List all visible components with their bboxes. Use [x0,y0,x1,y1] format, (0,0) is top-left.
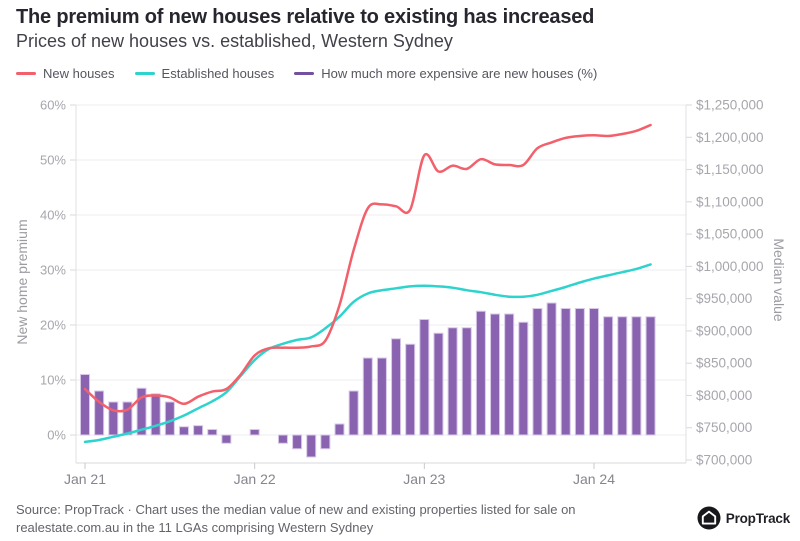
premium-bar [94,390,105,436]
premium-bar [447,327,458,436]
premium-bar [334,423,345,436]
premium-bars [80,302,656,458]
source-note: Source: PropTrack · Chart uses the media… [16,502,576,536]
premium-bar [249,429,260,436]
new-houses-line [83,123,652,413]
premium-bar [419,319,430,436]
premium-bar [617,316,628,436]
proptrack-logo: PropTrack [697,506,790,530]
premium-bar [292,434,303,450]
premium-bar [560,308,571,436]
left-tick-label: 0% [47,428,66,443]
legend-label: New houses [43,66,115,81]
premium-bar [490,313,501,436]
premium-bar [631,316,642,436]
right-tick-label: $1,150,000 [696,162,764,177]
x-tick-label: Jan 24 [573,471,615,487]
legend-item-new-houses: New houses [16,66,115,81]
premium-bar [362,357,373,436]
proptrack-house-icon [697,506,721,530]
premium-bar [546,302,557,436]
legend-item-premium: How much more expensive are new houses (… [294,66,597,81]
x-tick-label: Jan 21 [64,471,106,487]
legend-item-established-houses: Established houses [134,66,275,81]
left-tick-label: 30% [40,263,66,278]
premium-bar [207,429,218,436]
premium-bar [277,434,288,444]
left-tick-label: 10% [40,373,66,388]
right-tick-label: $1,100,000 [696,194,764,209]
premium-bar [306,434,317,458]
premium-bar [461,327,472,436]
premium-bar [80,374,90,436]
right-tick-label: $1,200,000 [696,130,764,145]
premium-bar [532,308,543,436]
premium-bar [475,310,486,436]
established-houses-swatch-icon [134,71,155,76]
legend-label: How much more expensive are new houses (… [321,66,598,81]
x-tick-label: Jan 23 [403,471,445,487]
page-title: The premium of new houses relative to ex… [16,6,595,28]
premium-bar [178,426,189,436]
left-tick-label: 60% [40,98,66,113]
premium-bar [504,313,515,436]
premium-bar [518,321,529,436]
premium-bar [320,434,331,450]
established-houses-line [83,263,652,444]
premium-bar [193,425,204,436]
right-tick-label: $1,000,000 [696,259,764,274]
right-tick-label: $900,000 [696,323,752,338]
right-axis-ticks: $700,000 $750,000 $800,000 $850,000 $900,000… [686,98,764,468]
right-tick-label: $1,250,000 [696,98,764,113]
premium-bar [603,316,614,436]
right-tick-label: $950,000 [696,291,752,306]
premium-bar [221,434,232,444]
premium-bar [164,401,175,436]
right-tick-label: $700,000 [696,453,752,468]
premium-bar [150,393,161,436]
premium-bar [574,308,585,436]
premium-bar [376,357,387,436]
left-tick-label: 50% [40,153,66,168]
right-axis-title: Median value [771,238,787,322]
page-subtitle: Prices of new houses vs. established, We… [16,31,453,51]
right-tick-label: $800,000 [696,388,752,403]
premium-swatch-icon [294,71,315,76]
premium-bar [136,387,147,436]
premium-bar [122,401,133,436]
premium-bar [589,308,599,436]
left-tick-label: 40% [40,208,66,223]
new-houses-swatch-icon [16,71,36,76]
legend: New houses Established houses How much m… [16,66,597,81]
premium-bar [108,401,119,436]
proptrack-logo-text: PropTrack [725,510,790,526]
premium-bar [391,338,402,436]
x-axis-ticks: Jan 21 Jan 22 Jan 23 Jan 24 [64,463,615,487]
premium-bar [433,332,444,436]
premium-bar [348,390,359,436]
right-tick-label: $850,000 [696,356,752,371]
right-tick-label: $1,050,000 [696,227,764,242]
left-tick-label: 20% [40,318,66,333]
x-tick-label: Jan 22 [234,471,276,487]
right-tick-label: $750,000 [696,420,752,435]
plot-borders [75,105,687,464]
left-axis-title: New home premium [14,219,30,345]
premium-bar [645,316,656,436]
legend-label: Established houses [161,66,275,81]
premium-bar [405,343,416,436]
